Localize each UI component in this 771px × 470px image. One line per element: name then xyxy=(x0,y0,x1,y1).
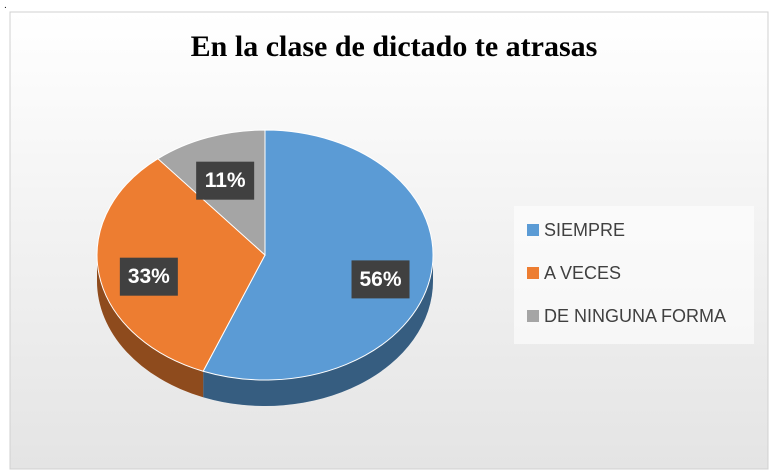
legend-label: A VECES xyxy=(544,263,621,283)
slice xyxy=(96,158,266,372)
data-label: 33% xyxy=(128,265,170,288)
data-label-box xyxy=(351,260,410,299)
slice-side-shade xyxy=(203,255,433,406)
legend-label: DE NINGUNA FORMA xyxy=(544,306,726,326)
legend-swatch xyxy=(527,224,539,236)
data-label-box xyxy=(119,257,178,296)
data-label: 56% xyxy=(360,268,402,291)
chart-title: En la clase de dictado te atrasas xyxy=(191,30,598,63)
data-label-box xyxy=(196,161,255,200)
slice-side xyxy=(203,255,433,406)
legend-swatch xyxy=(527,267,539,279)
dot: . xyxy=(4,0,7,11)
legend-swatch xyxy=(527,310,539,322)
slice xyxy=(202,129,434,381)
data-label: 11% xyxy=(205,169,246,192)
legend-label: SIEMPRE xyxy=(544,220,625,240)
legend-box xyxy=(514,206,754,344)
